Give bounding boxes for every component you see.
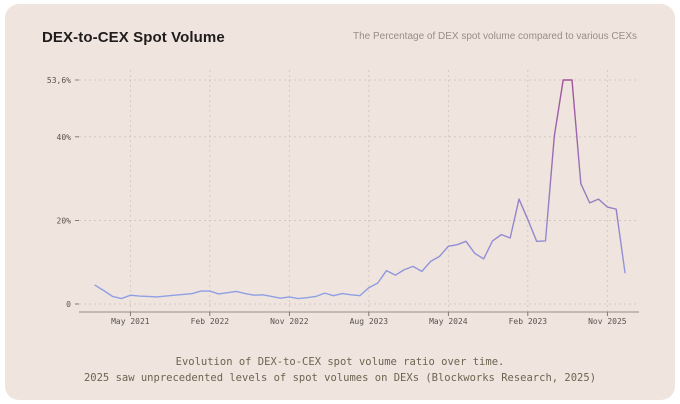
x-tick-label: Aug 2023 — [350, 317, 389, 326]
x-tick-label: Feb 2022 — [191, 317, 230, 326]
grid-lines — [79, 70, 639, 312]
x-tick-label: May 2021 — [111, 317, 150, 326]
chart-caption: Evolution of DEX-to-CEX spot volume rati… — [5, 354, 675, 386]
x-tick-label: Feb 2023 — [509, 317, 548, 326]
line-chart: 0 20% 40% 53,6% May 2021 Feb 2022 Nov 2022 Aug… — [47, 70, 639, 326]
x-tick-label: Nov 2022 — [270, 317, 309, 326]
y-tick-label: 40% — [57, 133, 72, 142]
y-tick-label: 0 — [66, 300, 71, 309]
y-tick-label: 53,6% — [47, 76, 71, 85]
chart-subtitle: The Percentage of DEX spot volume compar… — [352, 31, 637, 42]
chart-card: DEX-to-CEX Spot Volume The Percentage of… — [5, 4, 675, 400]
y-tick-labels: 0 20% 40% 53,6% — [47, 76, 71, 309]
caption-line-2: 2025 saw unprecedented levels of spot vo… — [83, 372, 597, 384]
y-tick-label: 20% — [57, 216, 72, 225]
x-tick-label: May 2024 — [429, 317, 468, 326]
axis-frame — [75, 79, 639, 316]
x-tick-label: Nov 2025 — [588, 317, 627, 326]
series-line — [94, 79, 626, 300]
chart-title: DEX-to-CEX Spot Volume — [42, 29, 225, 46]
x-tick-labels: May 2021 Feb 2022 Nov 2022 Aug 2023 May 2024… — [111, 317, 627, 326]
caption-line-1: Evolution of DEX-to-CEX spot volume rati… — [175, 356, 505, 368]
series-layer — [94, 79, 626, 300]
